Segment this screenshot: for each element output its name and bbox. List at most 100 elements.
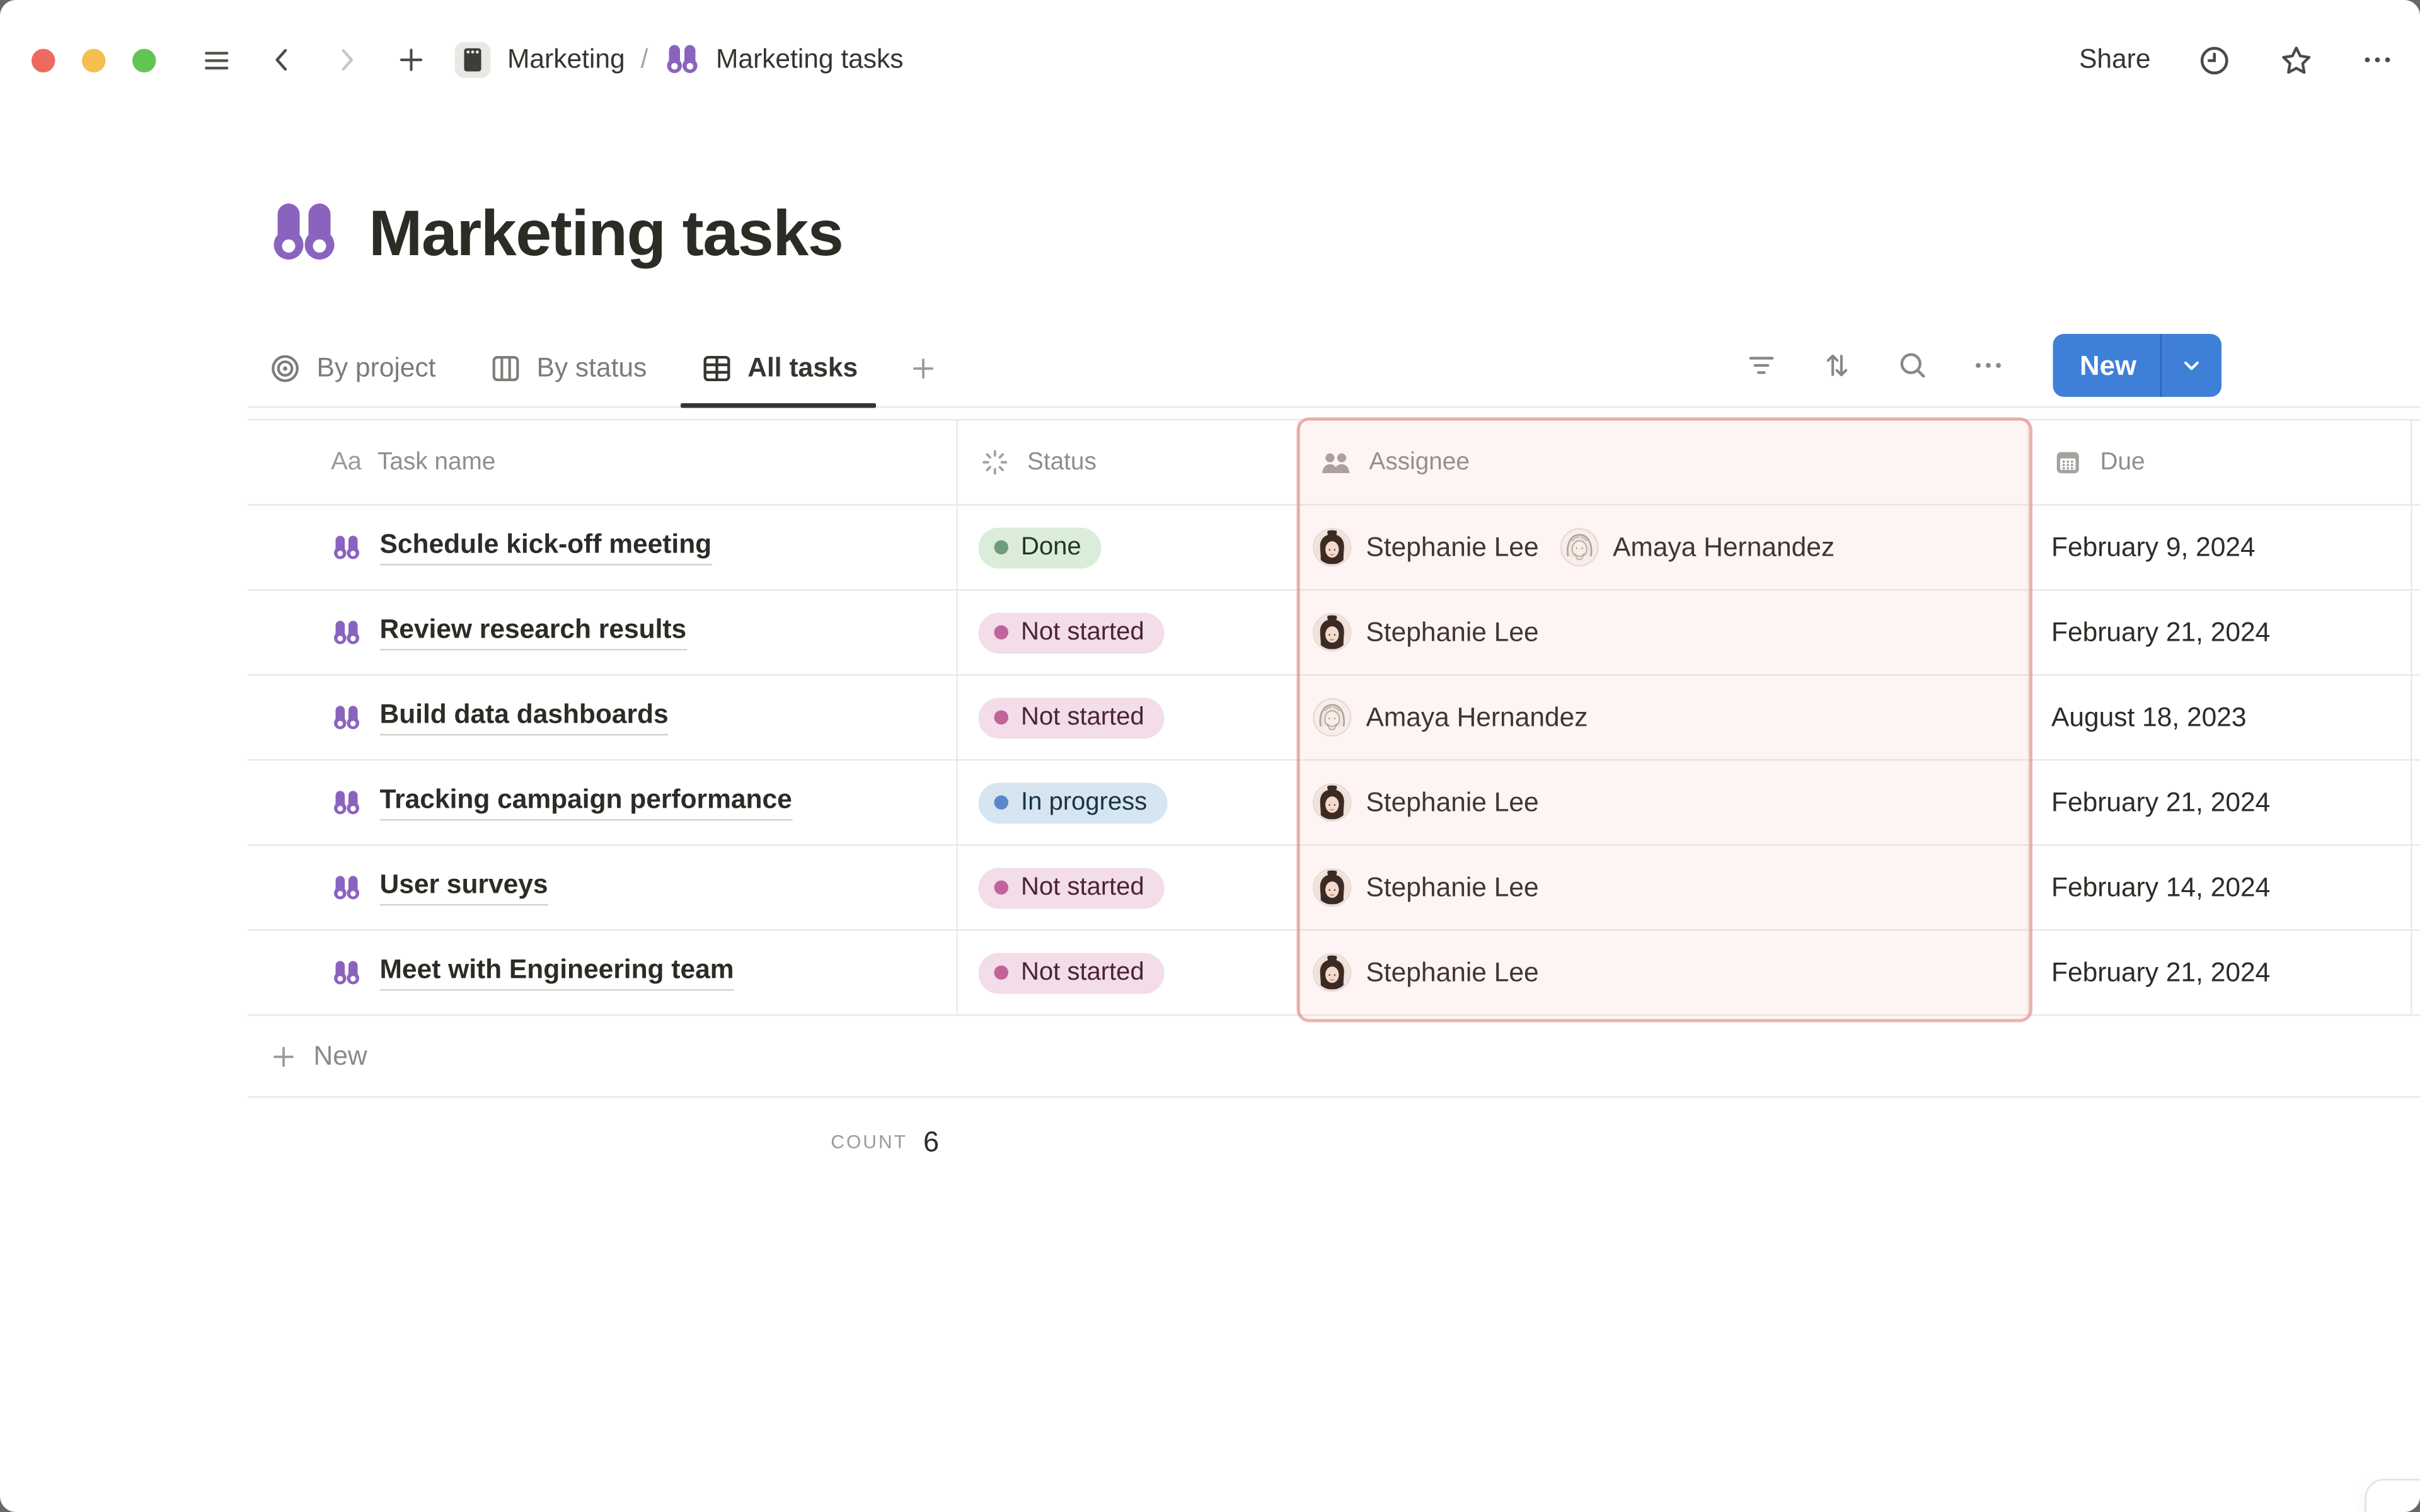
- binoculars-icon: [331, 702, 362, 733]
- binoculars-icon: [331, 872, 362, 903]
- avatar-stephanie-lee: [1313, 868, 1352, 908]
- avatar-stephanie-lee: [1313, 953, 1352, 993]
- table-header-row: Aa Task name Status Assignee Due: [247, 420, 2420, 506]
- table-row: Meet with Engineering team Not started S…: [247, 931, 2420, 1016]
- search-icon[interactable]: [1896, 348, 1930, 383]
- titlebar: Marketing / Marketing tasks Share: [0, 0, 2420, 120]
- binoculars-icon: [331, 787, 362, 818]
- status-pill[interactable]: Done: [978, 527, 1102, 568]
- binoculars-icon: [331, 617, 362, 648]
- people-icon: [1319, 445, 1354, 479]
- task-link[interactable]: Build data dashboards: [331, 699, 669, 736]
- forward-button[interactable]: [331, 44, 362, 76]
- add-row-button[interactable]: New: [247, 1016, 2420, 1098]
- assignee-chip[interactable]: Stephanie Lee: [1313, 528, 1539, 568]
- minimize-window-button[interactable]: [82, 48, 106, 72]
- binoculars-icon: [331, 957, 362, 988]
- column-header-assignee[interactable]: Assignee: [1300, 420, 2029, 504]
- table-icon: [699, 350, 734, 385]
- tab-all-tasks[interactable]: All tasks: [679, 329, 877, 408]
- avatar-stephanie-lee: [1313, 783, 1352, 823]
- tab-by-project[interactable]: By project: [268, 329, 435, 407]
- status-pill[interactable]: Not started: [978, 612, 1165, 653]
- avatar-amaya-hernandez: [1559, 528, 1599, 568]
- status-dot: [994, 625, 1008, 639]
- table-row: Schedule kick-off meeting Done Stephanie…: [247, 505, 2420, 591]
- column-header-task-name[interactable]: Aa Task name: [248, 420, 958, 504]
- due-date[interactable]: February 14, 2024: [2051, 871, 2271, 902]
- assignee-chip[interactable]: Stephanie Lee: [1313, 613, 1539, 653]
- column-header-due[interactable]: Due: [2029, 420, 2412, 504]
- target-icon: [268, 350, 302, 385]
- back-button[interactable]: [267, 44, 298, 76]
- assignee-chip[interactable]: Stephanie Lee: [1313, 953, 1539, 993]
- assignee-chip[interactable]: Stephanie Lee: [1313, 783, 1539, 823]
- text-property-icon: Aa: [331, 448, 362, 475]
- updates-clock-icon[interactable]: [2196, 42, 2233, 78]
- task-link[interactable]: User surveys: [331, 869, 548, 906]
- sidebar-toggle-button[interactable]: [200, 43, 234, 77]
- window-controls: [32, 48, 156, 72]
- column-header-status[interactable]: Status: [958, 420, 1300, 504]
- due-date[interactable]: August 18, 2023: [2051, 701, 2247, 732]
- task-link[interactable]: Meet with Engineering team: [331, 954, 734, 991]
- task-link[interactable]: Tracking campaign performance: [331, 784, 792, 821]
- more-options-icon[interactable]: [2360, 43, 2395, 77]
- count-aggregate[interactable]: COUNT 6: [831, 1125, 939, 1157]
- breadcrumb: Marketing / Marketing tasks: [452, 40, 904, 81]
- status-pill[interactable]: Not started: [978, 867, 1165, 908]
- board-icon: [488, 350, 522, 385]
- share-button[interactable]: Share: [2079, 44, 2151, 74]
- add-view-button[interactable]: [910, 353, 938, 382]
- close-window-button[interactable]: [32, 48, 55, 72]
- status-pill[interactable]: Not started: [978, 952, 1165, 994]
- tab-by-status[interactable]: By status: [488, 329, 647, 407]
- status-pill[interactable]: In progress: [978, 782, 1168, 823]
- task-link[interactable]: Review research results: [331, 614, 687, 651]
- status-dot: [994, 880, 1008, 895]
- zoom-window-button[interactable]: [132, 48, 156, 72]
- task-link[interactable]: Schedule kick-off meeting: [331, 529, 712, 566]
- tasks-table: Aa Task name Status Assignee Due: [247, 417, 2420, 1186]
- sort-icon[interactable]: [1820, 348, 1855, 383]
- new-button[interactable]: New: [2053, 334, 2221, 397]
- new-page-button[interactable]: [396, 44, 427, 76]
- table-row: Tracking campaign performance In progres…: [247, 760, 2420, 846]
- view-options-icon[interactable]: [1971, 348, 2006, 383]
- breadcrumb-item-marketing[interactable]: Marketing: [452, 40, 625, 81]
- table-row: User surveys Not started Stephanie Lee F…: [247, 845, 2420, 931]
- status-spinner-icon: [979, 446, 1012, 479]
- new-button-chevron[interactable]: [2162, 334, 2221, 397]
- page-title[interactable]: Marketing tasks: [369, 196, 844, 269]
- avatar-amaya-hernandez: [1313, 698, 1352, 738]
- avatar-stephanie-lee: [1313, 528, 1352, 568]
- breadcrumb-separator: /: [640, 44, 648, 74]
- bottom-right-panel-corner: [2365, 1479, 2420, 1512]
- due-date[interactable]: February 21, 2024: [2051, 616, 2271, 647]
- binoculars-icon: [331, 532, 362, 563]
- table-row: Build data dashboards Not started Amaya …: [247, 675, 2420, 761]
- assignee-chip[interactable]: Stephanie Lee: [1313, 868, 1539, 908]
- favorite-star-icon[interactable]: [2278, 42, 2315, 78]
- avatar-stephanie-lee: [1313, 613, 1352, 653]
- status-dot: [994, 795, 1008, 810]
- status-pill[interactable]: Not started: [978, 697, 1165, 738]
- table-footer: COUNT 6: [248, 1098, 2420, 1186]
- filter-icon[interactable]: [1744, 348, 1779, 383]
- page-icon-binoculars[interactable]: [267, 195, 342, 271]
- due-date[interactable]: February 9, 2024: [2051, 531, 2256, 562]
- status-dot: [994, 710, 1008, 724]
- assignee-chip[interactable]: Amaya Hernandez: [1313, 698, 1588, 738]
- due-date[interactable]: February 21, 2024: [2051, 956, 2271, 987]
- marketing-page-icon: [452, 40, 493, 81]
- view-toolbar: By project By status All tasks New: [247, 329, 2420, 408]
- breadcrumb-item-marketing-tasks[interactable]: Marketing tasks: [664, 41, 904, 79]
- assignee-chip[interactable]: Amaya Hernandez: [1559, 528, 1835, 568]
- due-date[interactable]: February 21, 2024: [2051, 786, 2271, 817]
- table-row: Review research results Not started Step…: [247, 590, 2420, 676]
- status-dot: [994, 965, 1008, 980]
- status-dot: [994, 540, 1008, 554]
- new-button-divider: [2160, 334, 2162, 397]
